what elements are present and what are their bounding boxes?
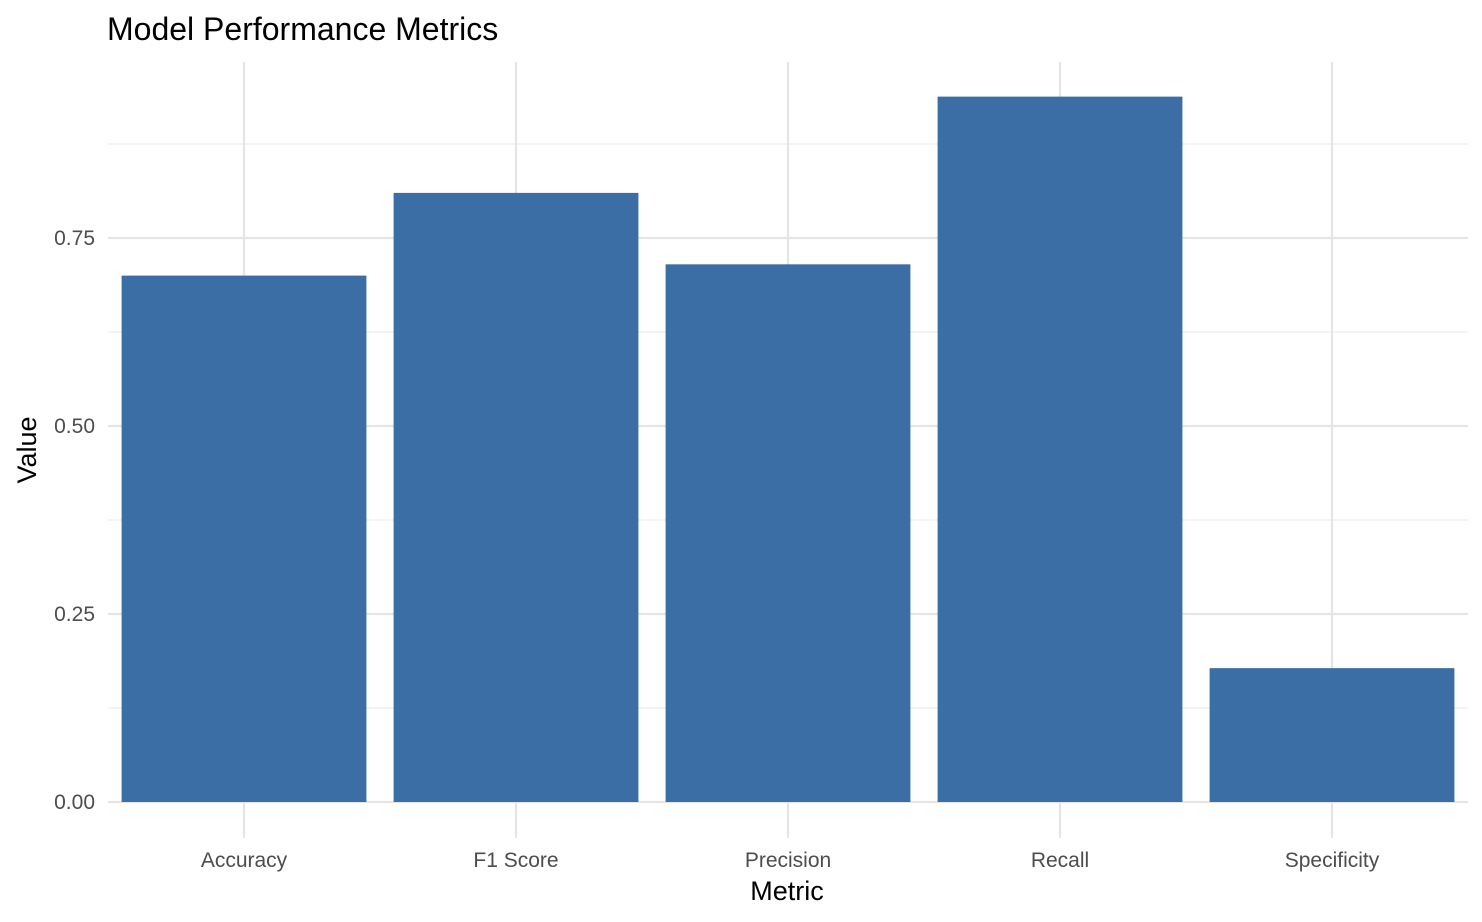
y-tick-label: 0.25 xyxy=(54,603,95,626)
x-tick-label: F1 Score xyxy=(473,849,558,872)
bar xyxy=(121,275,367,803)
y-tick-label: 0.50 xyxy=(54,415,95,438)
x-tick-label: Specificity xyxy=(1285,849,1380,872)
bar xyxy=(393,192,639,802)
bar xyxy=(937,96,1183,802)
x-tick-label: Precision xyxy=(745,849,831,872)
y-axis-tick-labels: 0.00 0.25 0.50 0.75 xyxy=(54,227,95,814)
x-axis-tick-labels: Accuracy F1 Score Precision Recall Specifici… xyxy=(201,849,1380,872)
x-tick-label: Recall xyxy=(1031,849,1089,872)
y-tick-label: 0.75 xyxy=(54,227,95,250)
y-tick-label: 0.00 xyxy=(54,791,95,814)
bar xyxy=(1209,668,1455,802)
bar xyxy=(665,264,911,802)
x-axis-title: Metric xyxy=(750,876,824,906)
chart-title: Model Performance Metrics xyxy=(107,11,498,47)
y-axis-title: Value xyxy=(12,416,42,483)
bars xyxy=(121,96,1455,803)
x-tick-label: Accuracy xyxy=(201,849,288,872)
